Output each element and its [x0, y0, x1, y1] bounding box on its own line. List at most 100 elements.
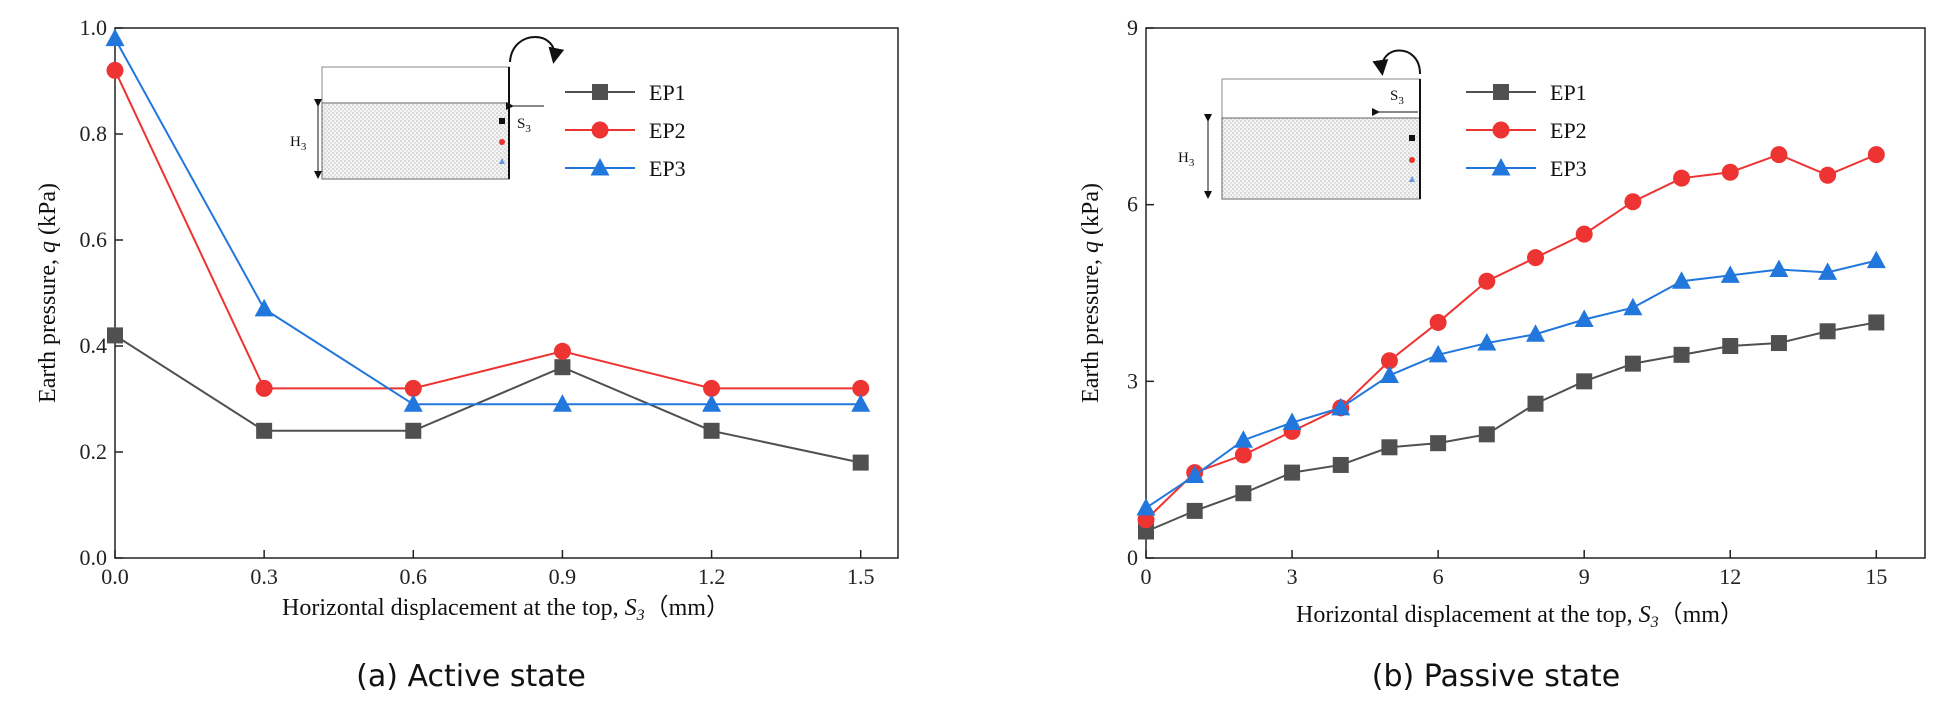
series-ep1 [1138, 314, 1885, 540]
data-point [552, 394, 572, 412]
series-line [1145, 153, 1877, 521]
plot-frame [1145, 27, 1926, 559]
x-tick-label: 0.3 [250, 564, 278, 589]
legend-label: EP2 [1550, 118, 1587, 143]
y-tick-label: 0.6 [80, 227, 108, 252]
legend-marker [1492, 121, 1510, 139]
rotation-arrow-icon [1372, 49, 1421, 76]
x-tick-label: 15 [1865, 564, 1887, 589]
series-line [1145, 321, 1877, 533]
data-point [554, 359, 571, 376]
data-point [1866, 250, 1886, 269]
legend-label: EP1 [1550, 80, 1587, 105]
x-tick-label: 1.2 [698, 564, 726, 589]
x-tick-label: 9 [1579, 564, 1590, 589]
legend-marker [1491, 158, 1511, 176]
chart-passive-state: H3 S3 Horizontal displacement at the top… [1078, 15, 1926, 694]
data-point [1673, 169, 1691, 187]
data-point [1331, 397, 1351, 416]
data-point [1235, 485, 1252, 502]
data-point [1720, 265, 1740, 283]
data-point [851, 394, 871, 412]
x-tick-label: 0 [1141, 564, 1152, 589]
rotation-arrow-icon [509, 36, 565, 64]
series-ep2 [1137, 146, 1885, 529]
inset-s-label: S3 [1390, 88, 1404, 107]
data-point [703, 422, 720, 439]
legend-label: EP1 [649, 80, 686, 105]
data-point [1478, 426, 1495, 443]
data-point [1818, 262, 1838, 280]
data-point [1430, 435, 1447, 452]
data-point [256, 422, 273, 439]
data-point [107, 327, 123, 344]
data-point [1819, 166, 1837, 184]
x-tick-label: 0.6 [400, 564, 428, 589]
x-tick-label: 12 [1719, 564, 1741, 589]
data-point [1673, 346, 1690, 363]
data-point [405, 422, 422, 439]
legend-item-ep3: EP3 [565, 156, 686, 181]
legend-label: EP3 [1550, 156, 1587, 181]
y-tick-label: 3 [1127, 368, 1138, 393]
data-point [703, 379, 721, 397]
data-point [1527, 395, 1544, 412]
data-point [1138, 523, 1154, 540]
series-line [114, 69, 861, 390]
inset-sensor-ep2 [499, 139, 505, 145]
data-point [1722, 338, 1739, 354]
series-line [114, 38, 861, 406]
y-tick-label: 0 [1127, 545, 1138, 570]
inset-soil [1221, 117, 1421, 200]
data-point [1282, 412, 1302, 431]
plot-frame [114, 27, 899, 559]
data-point [1186, 502, 1203, 519]
data-point [1819, 323, 1836, 340]
data-point [1234, 446, 1252, 464]
data-point [106, 61, 124, 79]
data-point [1868, 314, 1885, 331]
data-point [702, 394, 722, 412]
inset-sensor-ep1 [499, 118, 505, 124]
inset-sensor-ep1 [1409, 135, 1415, 141]
data-point [1574, 309, 1594, 327]
x-tick-label: 0.0 [101, 564, 129, 589]
legend-item-ep3: EP3 [1466, 156, 1587, 181]
x-tick-label: 1.5 [847, 564, 875, 589]
legend-label: EP2 [649, 118, 686, 143]
series-ep1 [107, 327, 869, 471]
data-point [1379, 365, 1399, 383]
legend-item-ep2: EP2 [1466, 118, 1587, 143]
y-axis-label: Earth pressure, q (kPa) [35, 183, 61, 403]
data-point [1526, 324, 1545, 342]
inset-sensor-ep2 [1409, 157, 1415, 163]
y-tick-label: 6 [1127, 192, 1138, 217]
data-point [105, 28, 125, 47]
data-point [1185, 465, 1205, 484]
data-point [254, 298, 274, 317]
data-point [1624, 355, 1641, 372]
legend-label: EP3 [649, 156, 686, 181]
series-ep3 [105, 28, 871, 412]
y-tick-label: 9 [1127, 15, 1138, 40]
x-tick-label: 0.9 [549, 564, 577, 589]
data-point [1575, 225, 1593, 243]
data-point [1867, 146, 1885, 164]
data-point [255, 379, 273, 397]
legend-marker [592, 84, 608, 100]
data-point [852, 454, 869, 471]
panel-caption: (a) Active state [356, 659, 586, 694]
data-point [1721, 163, 1739, 181]
data-point [1527, 249, 1544, 267]
legend-item-ep1: EP1 [565, 80, 686, 105]
data-point [1770, 146, 1788, 164]
data-point [1576, 373, 1593, 390]
x-axis-label: Horizontal displacement at the top, S3（m… [1296, 602, 1744, 631]
inset-sensor-ep3 [499, 158, 505, 164]
data-point [403, 394, 423, 412]
data-point [852, 379, 870, 397]
legend-item-ep1: EP1 [1466, 80, 1587, 105]
data-point [1380, 352, 1398, 370]
data-point [1477, 333, 1497, 351]
